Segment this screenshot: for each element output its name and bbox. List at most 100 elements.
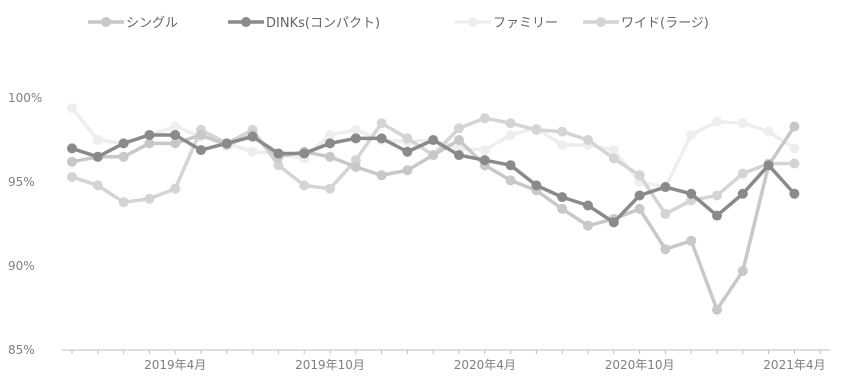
data-point (712, 116, 722, 127)
data-point (505, 160, 516, 171)
x-tick-label: 2021年4月 (763, 358, 825, 372)
legend: シングル DINKs(コンパクト) ファミリー ワイド(ラージ) (88, 16, 709, 31)
data-point (737, 266, 748, 277)
data-point (325, 183, 335, 194)
data-point (712, 190, 722, 201)
data-point (454, 135, 464, 145)
data-point (660, 182, 671, 193)
series-group (67, 129, 800, 228)
data-point (634, 170, 645, 181)
data-point (660, 244, 671, 255)
data-point (350, 133, 361, 144)
legend-label: ワイド(ラージ) (621, 16, 709, 31)
legend-label: DINKs(コンパクト) (266, 16, 380, 31)
data-point (634, 203, 645, 214)
data-point (92, 151, 103, 162)
data-point (402, 165, 413, 176)
data-point (325, 138, 335, 149)
legend-item: DINKs(コンパクト) (228, 16, 380, 31)
data-point (583, 220, 593, 231)
data-point (634, 190, 645, 201)
x-tick-label: 2019年4月 (144, 358, 206, 372)
data-point (505, 118, 516, 129)
data-point (583, 135, 593, 145)
data-point (247, 131, 258, 142)
y-tick-label: 85% (8, 343, 35, 357)
x-axis-minor-ticks (71, 350, 821, 354)
legend-marker-swatch (241, 17, 251, 27)
series-line (71, 116, 795, 216)
data-point (118, 197, 129, 208)
data-point (170, 138, 181, 149)
x-tick-label: 2020年10月 (605, 358, 675, 372)
plot-area (67, 103, 800, 315)
data-point (608, 217, 619, 228)
data-point (531, 124, 542, 135)
data-point (479, 113, 490, 124)
data-point (67, 156, 77, 167)
series-group (67, 121, 800, 315)
y-axis-ticks: 85% 90% 95% 100% (8, 91, 42, 357)
data-point (531, 180, 542, 191)
data-point (479, 145, 490, 156)
data-point (789, 143, 800, 154)
data-point (196, 129, 206, 140)
data-point (92, 135, 103, 145)
y-tick-label: 100% (8, 91, 42, 105)
data-point (118, 138, 129, 149)
data-point (325, 129, 335, 140)
legend-item: シングル (88, 16, 178, 31)
data-point (557, 203, 568, 214)
data-point (505, 175, 516, 186)
legend-marker-swatch (468, 17, 478, 27)
legend-item: ワイド(ラージ) (583, 16, 709, 31)
data-point (402, 146, 413, 157)
data-point (273, 148, 284, 159)
data-point (763, 126, 774, 137)
data-point (376, 118, 387, 129)
data-point (170, 121, 181, 132)
legend-label: ファミリー (493, 16, 558, 31)
x-axis-ticks: 2019年4月 2019年10月 2020年4月 2020年10月 2021年4月 (144, 358, 825, 372)
legend-marker-swatch (101, 17, 111, 27)
data-point (789, 188, 800, 199)
data-point (608, 153, 619, 164)
data-point (428, 135, 439, 145)
data-point (247, 146, 258, 157)
data-point (67, 103, 77, 114)
data-point (144, 193, 155, 204)
data-point (428, 150, 439, 161)
data-point (118, 151, 129, 162)
x-tick-label: 2020年4月 (454, 358, 516, 372)
data-point (221, 138, 232, 149)
data-point (686, 235, 697, 246)
data-point (196, 145, 206, 156)
data-point (350, 161, 361, 172)
data-point (454, 150, 464, 161)
data-point (67, 171, 77, 182)
data-point (454, 123, 464, 134)
data-point (712, 304, 722, 315)
data-point (299, 180, 310, 191)
legend-label: シングル (126, 16, 178, 31)
data-point (608, 145, 619, 156)
data-point (325, 151, 335, 162)
data-point (557, 140, 568, 151)
data-point (144, 129, 155, 140)
data-point (376, 133, 387, 144)
data-point (299, 148, 310, 159)
data-point (273, 160, 284, 171)
data-point (479, 155, 490, 166)
data-point (350, 124, 361, 135)
data-point (737, 168, 748, 179)
data-point (660, 208, 671, 219)
data-point (737, 188, 748, 199)
data-point (144, 138, 155, 149)
data-point (789, 158, 800, 169)
data-point (557, 192, 568, 203)
y-tick-label: 90% (8, 259, 35, 273)
data-point (505, 129, 516, 140)
x-tick-label: 2019年10月 (295, 358, 365, 372)
data-point (763, 160, 774, 171)
